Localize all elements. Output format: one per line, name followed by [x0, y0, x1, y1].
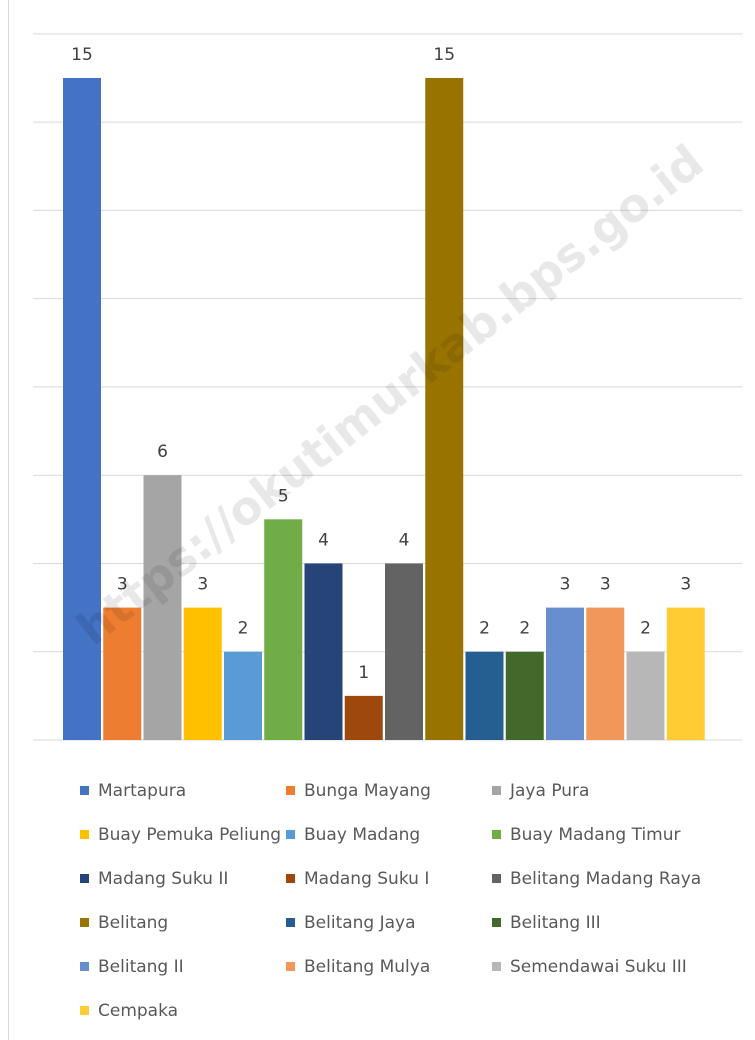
data-label: 2 [479, 619, 490, 639]
legend-label: Belitang [98, 912, 169, 933]
legend-item: Semendawai Suku III [492, 954, 740, 979]
legend-label: Cempaka [98, 1000, 179, 1021]
legend-item: Madang Suku II [80, 866, 286, 891]
legend-item: Cempaka [80, 998, 286, 1023]
data-label: 4 [318, 530, 329, 550]
legend-label: Belitang Mulya [304, 956, 431, 977]
data-label: 2 [238, 619, 249, 639]
data-label: 5 [278, 486, 289, 506]
legend-item: Jaya Pura [492, 778, 740, 803]
bar-chart-plot: 15 3 6 3 2 5 4 1 4 15 2 2 3 3 2 3 [33, 33, 742, 741]
legend-swatch-icon [286, 830, 295, 839]
legend-label: Belitang Jaya [304, 912, 416, 933]
bar-belitang-ii [546, 607, 584, 740]
legend-swatch-icon [286, 874, 295, 883]
bar-buay-madang [224, 651, 262, 740]
legend-label: Belitang Madang Raya [510, 868, 702, 889]
legend-item: Belitang III [492, 910, 740, 935]
bar-cempaka [666, 607, 705, 740]
bar-jaya-pura [143, 475, 182, 740]
legend-swatch-icon [492, 786, 501, 795]
legend-item: Bunga Mayang [286, 778, 492, 803]
bar-martapura [63, 78, 101, 740]
data-label: 3 [560, 575, 571, 595]
data-label: 2 [519, 619, 530, 639]
legend-item: Martapura [80, 778, 286, 803]
legend-swatch-icon [492, 962, 501, 971]
legend-label: Bunga Mayang [304, 780, 431, 801]
chart-border [8, 0, 9, 1040]
legend-label: Belitang III [510, 912, 601, 933]
data-label: 15 [71, 45, 93, 65]
bar-belitang-mulya [586, 607, 625, 740]
legend-item: Belitang Madang Raya [492, 866, 740, 891]
bar-madang-suku-i [344, 695, 383, 740]
legend-item: Belitang II [80, 954, 286, 979]
bar-madang-suku-ii [304, 563, 343, 740]
bar-semendawai-suku-iii [626, 651, 665, 740]
legend-label: Madang Suku II [98, 868, 229, 889]
legend-item: Buay Pemuka Peliung [80, 822, 286, 847]
legend: Martapura Bunga Mayang Jaya Pura Buay Pemuk… [80, 778, 740, 1023]
legend-swatch-icon [80, 918, 89, 927]
data-label: 3 [197, 575, 208, 595]
data-label: 3 [680, 575, 691, 595]
legend-label: Buay Madang Timur [510, 824, 681, 845]
legend-swatch-icon [80, 830, 89, 839]
legend-swatch-icon [286, 962, 295, 971]
bar-belitang-jaya [465, 651, 504, 740]
bar-buay-madang-timur [264, 519, 303, 740]
bar-bunga-mayang [103, 607, 142, 740]
data-label: 6 [157, 442, 168, 462]
legend-swatch-icon [492, 830, 501, 839]
legend-item: Buay Madang [286, 822, 492, 847]
legend-swatch-icon [492, 874, 501, 883]
bar-belitang [425, 78, 464, 740]
legend-swatch-icon [286, 918, 295, 927]
legend-swatch-icon [286, 786, 295, 795]
data-label: 1 [358, 663, 369, 683]
legend-item: Belitang Jaya [286, 910, 492, 935]
legend-item: Madang Suku I [286, 866, 492, 891]
legend-label: Belitang II [98, 956, 184, 977]
legend-item: Belitang [80, 910, 286, 935]
bar-buay-pemuka-peliung [183, 607, 222, 740]
legend-label: Madang Suku I [304, 868, 430, 889]
bars [63, 78, 705, 740]
bar-belitang-iii [505, 651, 544, 740]
legend-label: Jaya Pura [510, 780, 590, 801]
legend-label: Buay Pemuka Peliung [98, 824, 282, 845]
bar-belitang-madang-raya [385, 563, 423, 740]
legend-label: Buay Madang [304, 824, 421, 845]
legend-swatch-icon [80, 786, 89, 795]
data-label: 15 [433, 45, 455, 65]
legend-swatch-icon [80, 1006, 89, 1015]
data-label: 4 [399, 530, 410, 550]
legend-label: Martapura [98, 780, 187, 801]
legend-item: Buay Madang Timur [492, 822, 740, 847]
legend-swatch-icon [80, 874, 89, 883]
legend-swatch-icon [492, 918, 501, 927]
legend-label: Semendawai Suku III [510, 956, 687, 977]
data-label: 3 [117, 575, 128, 595]
data-label: 3 [600, 575, 611, 595]
data-labels: 15 3 6 3 2 5 4 1 4 15 2 2 3 3 2 3 [71, 45, 691, 683]
legend-swatch-icon [80, 962, 89, 971]
data-label: 2 [640, 619, 651, 639]
legend-item: Belitang Mulya [286, 954, 492, 979]
